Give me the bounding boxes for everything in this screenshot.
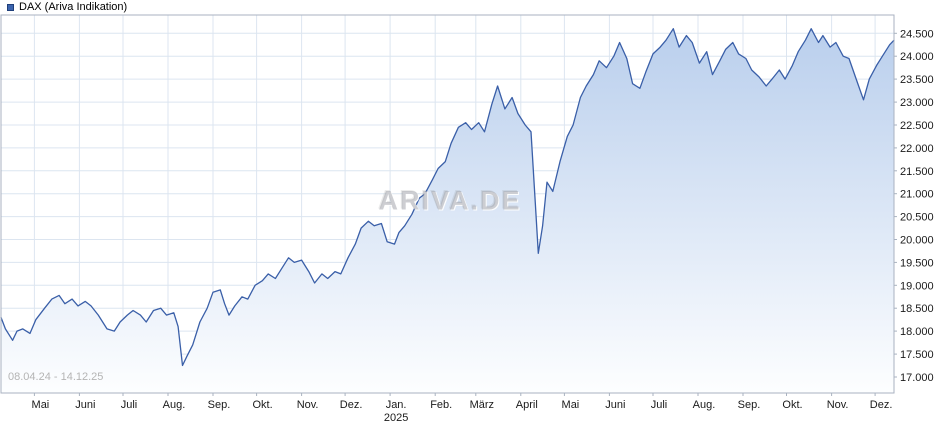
x-tick-label: Juni xyxy=(605,399,625,411)
date-range-label: 08.04.24 - 14.12.25 xyxy=(8,371,104,383)
y-tick-label: 20.500 xyxy=(900,212,934,224)
legend: DAX (Ariva Indikation) xyxy=(7,1,127,14)
legend-marker-icon xyxy=(7,4,14,11)
y-tick-label: 24.500 xyxy=(900,28,934,40)
legend-label: DAX (Ariva Indikation) xyxy=(19,1,128,13)
y-tick-label: 21.500 xyxy=(900,166,934,178)
x-tick-label: Dez. xyxy=(870,399,893,411)
x-tick-label: Jan. xyxy=(386,399,407,411)
x-tick-label: Juni xyxy=(75,399,95,411)
y-tick-label: 17.500 xyxy=(900,349,934,361)
y-tick-label: 19.000 xyxy=(900,280,934,292)
x-axis-labels: Mai Juni Juli Aug. Sep. Okt. Nov. Dez. Jan. Feb. M… xyxy=(32,393,893,424)
plot-border xyxy=(0,14,895,394)
series xyxy=(0,28,895,393)
y-tick-label: 21.000 xyxy=(900,189,934,201)
x-axis-year-label: 2025 xyxy=(384,412,408,424)
x-tick-label: Juli xyxy=(121,399,138,411)
x-tick-label: April xyxy=(516,399,538,411)
y-axis-labels: 24.500 24.000 23.500 23.000 22.500 22.000 21.5… xyxy=(894,28,934,384)
area-fill-path xyxy=(1,28,894,393)
x-tick-label: Aug. xyxy=(163,399,186,411)
x-tick-label: Sep. xyxy=(738,399,761,411)
y-tick-label: 22.000 xyxy=(900,143,934,155)
y-tick-label: 24.000 xyxy=(900,51,934,63)
x-tick-label: Aug. xyxy=(693,399,716,411)
x-tick-label: Okt. xyxy=(782,399,802,411)
x-tick-label: Mai xyxy=(562,399,580,411)
x-tick-label: Mai xyxy=(32,399,50,411)
price-line-path xyxy=(0,28,895,367)
x-tick-label: März xyxy=(470,399,494,411)
watermark: ARIVA.DE xyxy=(378,185,522,216)
y-tick-label: 18.000 xyxy=(900,326,934,338)
x-tick-label: Feb. xyxy=(430,399,452,411)
x-tick-label: Dez. xyxy=(340,399,363,411)
y-tick-label: 19.500 xyxy=(900,257,934,269)
y-tick-label: 18.500 xyxy=(900,303,934,315)
x-tick-label: Nov. xyxy=(297,399,319,411)
y-tick-label: 17.000 xyxy=(900,372,934,384)
y-tick-label: 20.000 xyxy=(900,235,934,247)
x-tick-label: Juli xyxy=(651,399,668,411)
y-tick-label: 23.500 xyxy=(900,74,934,86)
y-tick-label: 22.500 xyxy=(900,120,934,132)
plot-border-rect xyxy=(0,14,895,394)
y-tick-label: 23.000 xyxy=(900,97,934,109)
x-tick-label: Okt. xyxy=(253,399,273,411)
x-tick-label: Sep. xyxy=(208,399,231,411)
x-tick-label: Nov. xyxy=(827,399,849,411)
